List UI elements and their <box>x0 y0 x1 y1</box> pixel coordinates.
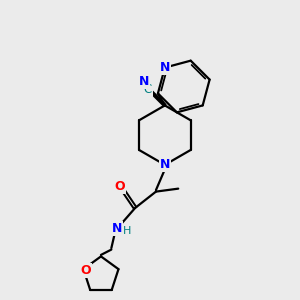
Text: N: N <box>139 75 149 88</box>
Text: O: O <box>114 180 125 193</box>
Text: N: N <box>160 158 170 171</box>
Text: H: H <box>123 226 131 236</box>
Text: C: C <box>143 83 152 96</box>
Text: O: O <box>80 264 91 277</box>
Text: N: N <box>112 222 122 235</box>
Text: N: N <box>160 61 170 74</box>
